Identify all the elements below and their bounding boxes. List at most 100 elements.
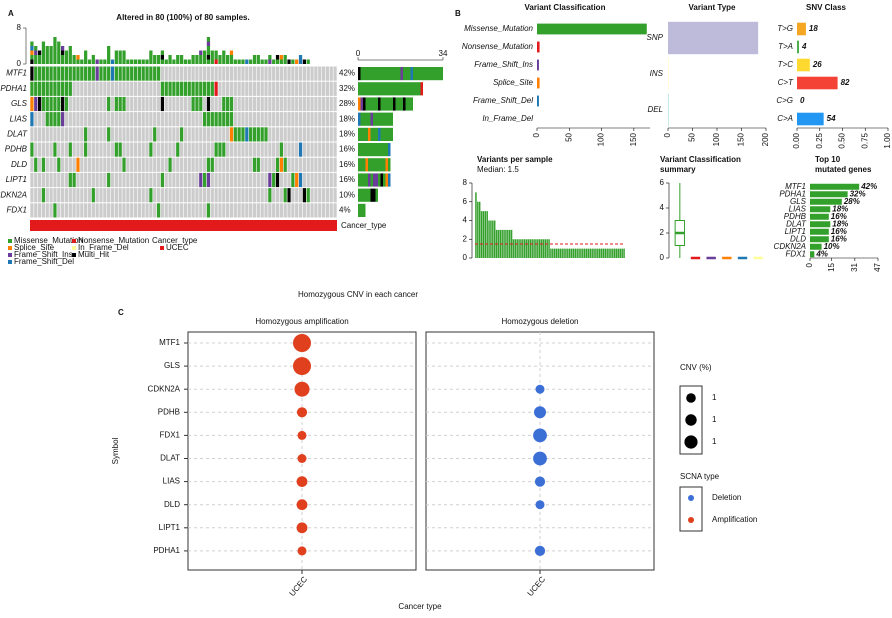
top-bar-segment — [233, 59, 237, 64]
bar — [520, 239, 522, 258]
cell — [160, 66, 165, 81]
cell — [210, 188, 214, 203]
top-bar-segment — [156, 59, 161, 64]
cell — [237, 188, 241, 203]
cell — [237, 142, 241, 157]
category-label: Missense_Mutation — [464, 24, 533, 33]
cell — [164, 142, 168, 157]
gene-bar-segment — [368, 112, 371, 126]
cell — [137, 112, 141, 127]
cell — [72, 96, 76, 112]
cell — [130, 142, 134, 157]
cell — [130, 172, 134, 188]
cell — [107, 66, 111, 81]
cell — [245, 157, 249, 172]
cell — [168, 188, 172, 203]
cell — [34, 127, 38, 142]
top-bar-segment — [237, 59, 241, 64]
cell — [222, 112, 226, 127]
cell — [210, 142, 214, 157]
top-bar-segment — [279, 55, 283, 60]
cell — [91, 66, 95, 81]
cell — [103, 142, 107, 157]
cell — [84, 66, 88, 81]
top-bar-segment — [45, 55, 49, 60]
gene-bar-segment — [410, 67, 413, 81]
top-bar-segment — [53, 41, 57, 46]
cell — [145, 157, 149, 172]
cell — [114, 127, 118, 142]
cell — [314, 188, 318, 203]
cell — [130, 157, 134, 172]
category-label: In_Frame_Del — [482, 114, 533, 123]
cell — [291, 66, 295, 81]
bar — [574, 248, 577, 258]
cell — [283, 172, 287, 188]
cell — [329, 81, 333, 96]
gene-bar-segment — [375, 97, 378, 111]
cell — [287, 188, 291, 203]
cell — [122, 96, 126, 112]
gene-bar-segment — [385, 127, 388, 141]
cell — [45, 203, 49, 218]
cell — [156, 81, 161, 96]
cell — [145, 81, 149, 96]
top-bar-segment — [298, 55, 303, 60]
cell — [321, 157, 326, 172]
cell — [260, 172, 264, 188]
top-bar-segment — [57, 41, 61, 46]
cell — [256, 188, 260, 203]
top-bar-segment — [187, 59, 191, 64]
gene-bar-segment — [360, 203, 363, 217]
top-bar-segment — [61, 50, 65, 55]
bar — [597, 248, 599, 258]
cell — [110, 203, 115, 218]
bar — [570, 248, 573, 258]
cell — [329, 127, 333, 142]
cell — [295, 112, 299, 127]
cell — [302, 172, 306, 188]
top-bar-segment — [176, 59, 180, 64]
top-bar-segment — [41, 46, 46, 51]
cell — [321, 96, 326, 112]
legend-swatch — [160, 246, 164, 250]
cell — [218, 172, 222, 188]
cell — [176, 142, 180, 157]
cell — [183, 66, 188, 81]
cell — [321, 142, 326, 157]
cell — [237, 157, 241, 172]
cell — [226, 157, 230, 172]
cell — [84, 96, 88, 112]
cell — [229, 96, 234, 112]
y-tick-label: CDKN2A — [148, 384, 181, 393]
cell — [153, 81, 157, 96]
cell — [226, 112, 230, 127]
cell — [298, 112, 303, 127]
plot-title: Homozygous CNV in each cancer — [298, 290, 418, 299]
cell — [172, 112, 176, 127]
cell — [179, 81, 184, 96]
cell — [126, 127, 130, 142]
cell — [41, 203, 46, 218]
bar — [623, 248, 625, 258]
cell — [133, 142, 138, 157]
cell — [176, 188, 180, 203]
cell — [222, 157, 226, 172]
cell — [34, 96, 38, 112]
cell — [91, 157, 95, 172]
cell — [195, 172, 199, 188]
cell — [179, 66, 184, 81]
cell — [252, 81, 257, 96]
cell — [107, 157, 111, 172]
subtitle: Median: 1.5 — [477, 165, 519, 174]
cell — [37, 188, 42, 203]
top-bar-segment — [37, 50, 42, 55]
panel-label: C — [118, 308, 124, 317]
cell — [37, 96, 42, 112]
cell — [206, 188, 211, 203]
cell — [218, 188, 222, 203]
cell — [214, 157, 218, 172]
x-tick-label: 34 — [439, 49, 448, 58]
cell — [114, 157, 118, 172]
cell — [260, 142, 264, 157]
